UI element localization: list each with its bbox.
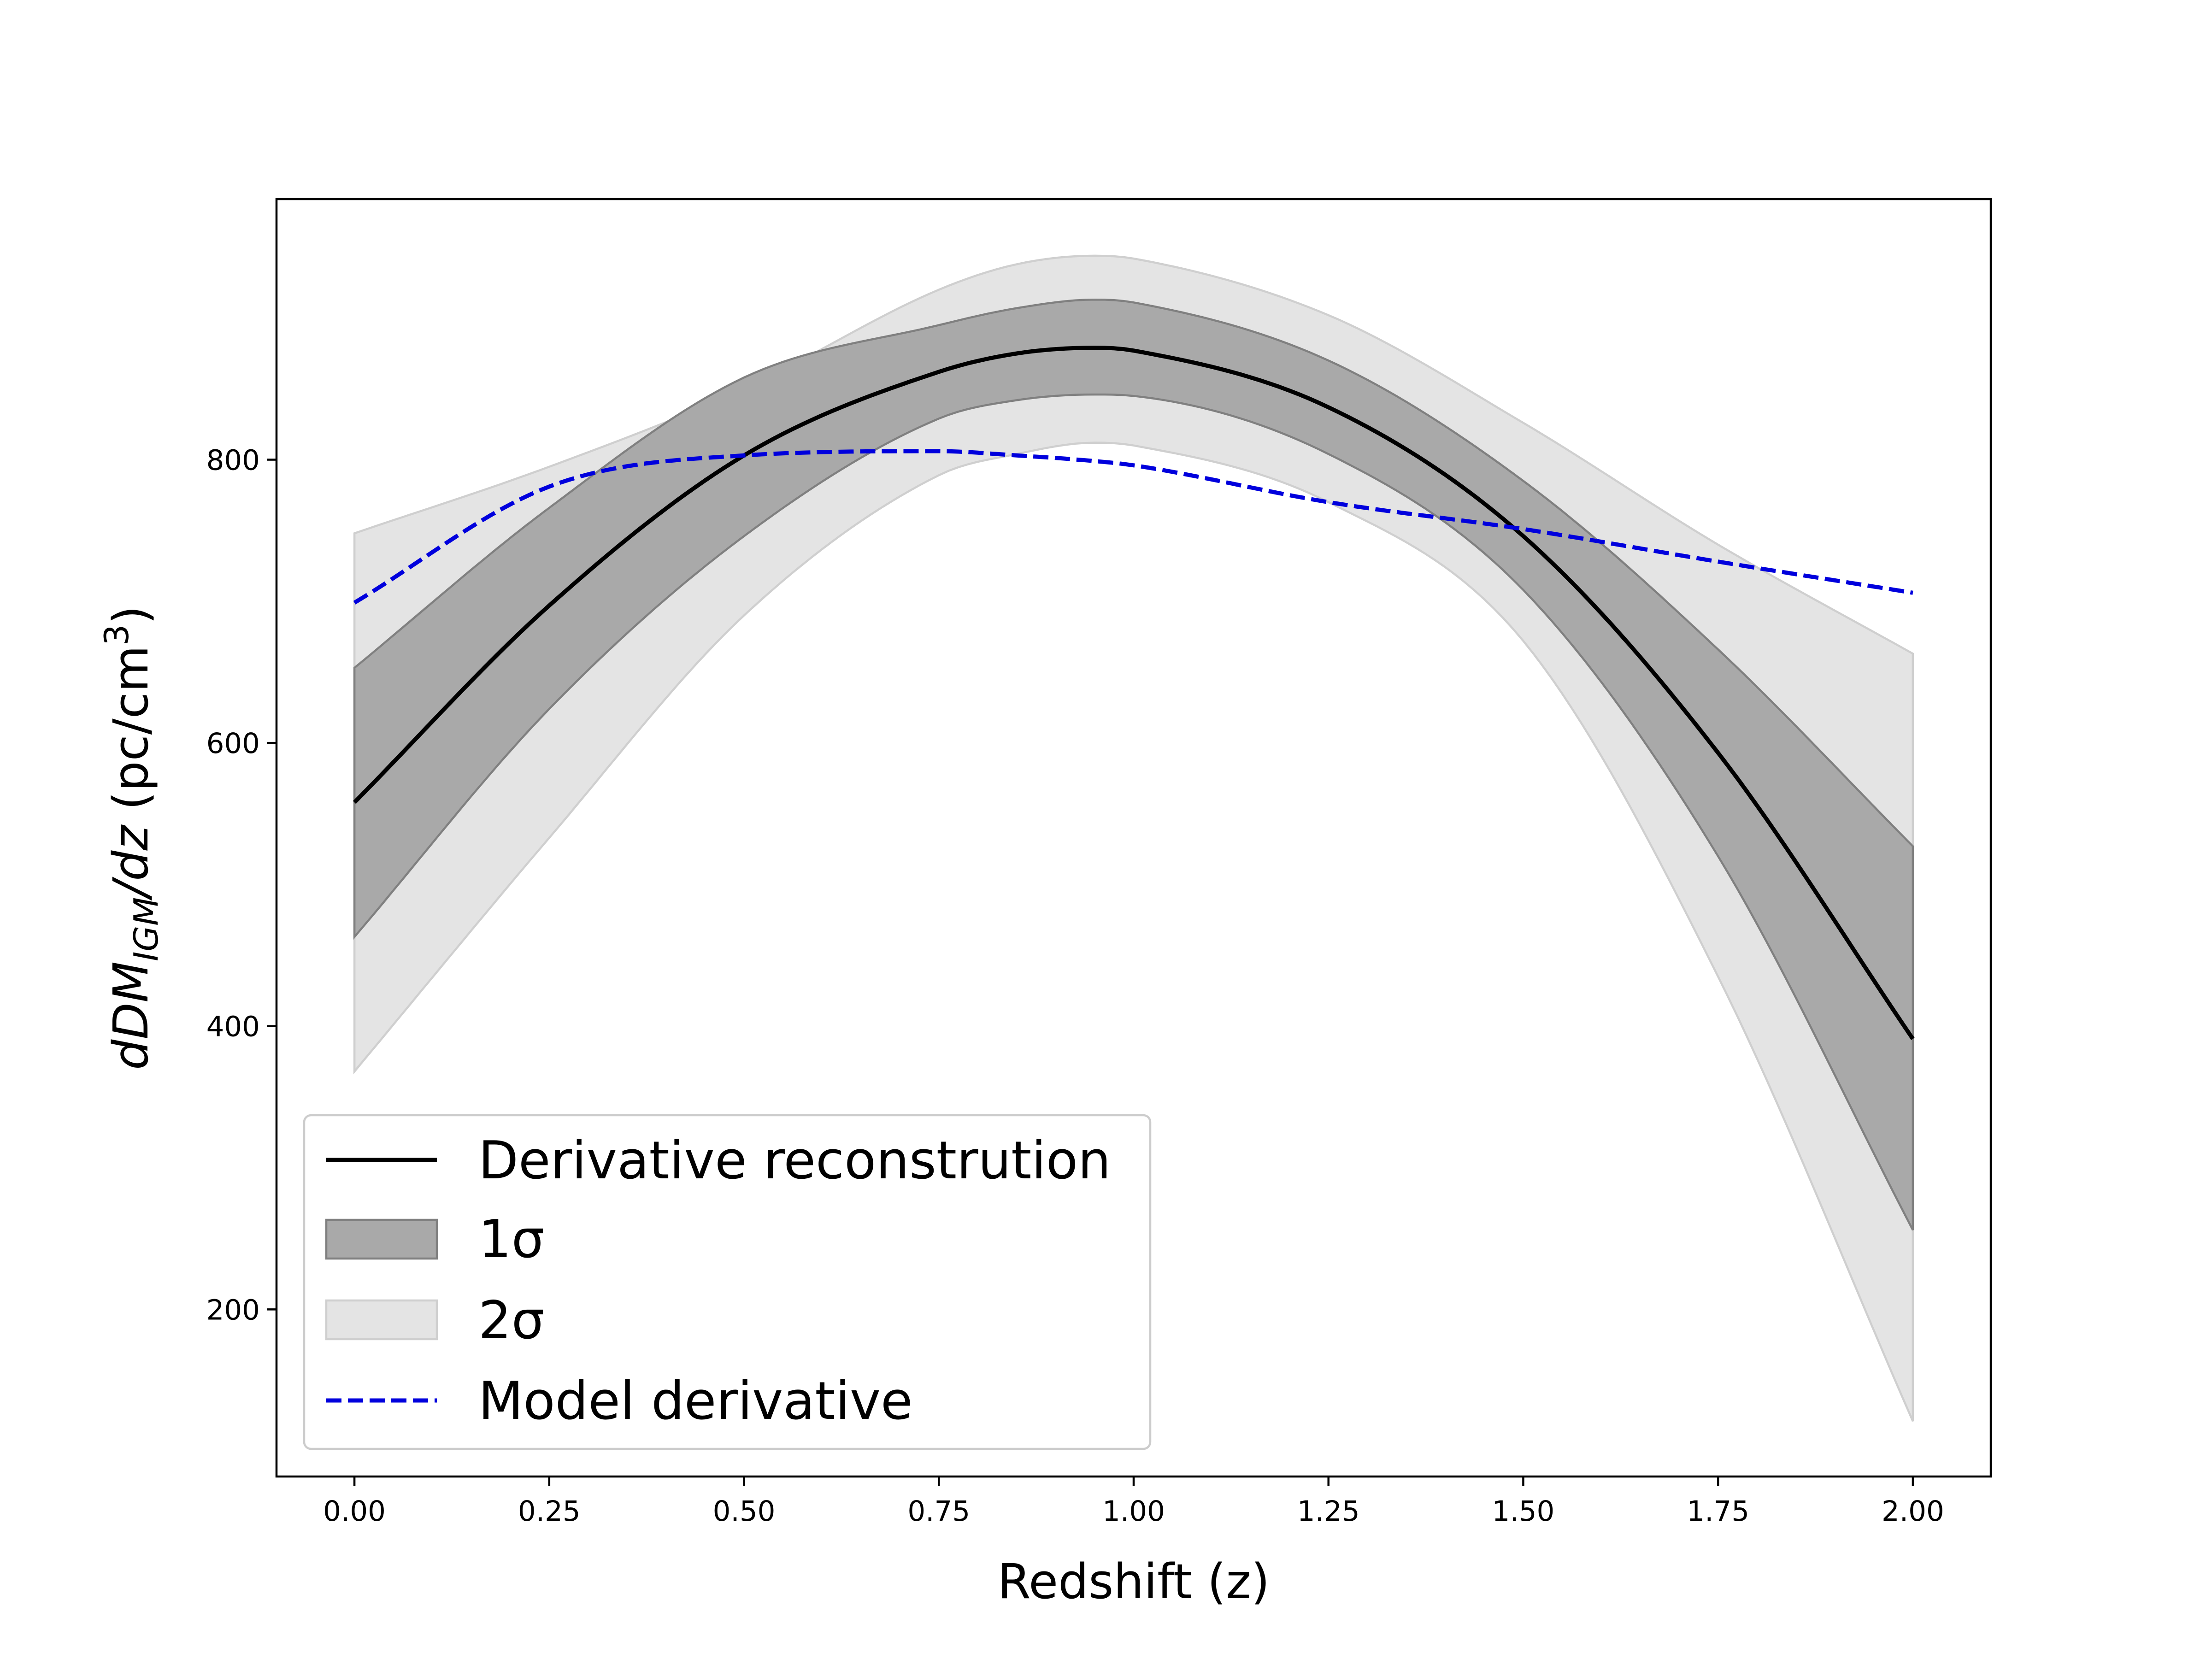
legend-label-reconstruction: Derivative reconstrution — [478, 1130, 1111, 1191]
x-tick-label: 0.25 — [518, 1495, 581, 1528]
x-tick-label: 0.50 — [713, 1495, 776, 1528]
y-axis-label-subscript: IGM — [127, 897, 165, 961]
y-tick-label: 800 — [206, 444, 260, 477]
x-tick-label: 0.00 — [323, 1495, 386, 1528]
series-group — [353, 254, 1915, 1422]
plot-area — [353, 254, 1915, 1422]
legend-frame — [303, 1114, 1152, 1450]
legend-label-model: Model derivative — [478, 1371, 913, 1431]
legend-1sigma-swatch — [325, 1218, 438, 1260]
x-tick-label: 1.25 — [1297, 1495, 1360, 1528]
y-axis: 200 400 600 800 — [206, 444, 276, 1326]
y-axis-label-unit: (pc/cm — [103, 646, 159, 825]
y-axis-label-close: ) — [103, 606, 159, 624]
y-axis-label-prefix: dDM — [103, 961, 159, 1070]
model-derivative-line — [353, 449, 1913, 605]
x-tick-label: 0.75 — [907, 1495, 970, 1528]
legend-label-1sigma: 1σ — [478, 1209, 545, 1270]
y-tick-label: 600 — [206, 727, 260, 760]
x-axis-label: Redshift (z) — [998, 1553, 1270, 1610]
band-1sigma — [353, 298, 1914, 1231]
y-axis-label: dDMIGM/dz (pc/cm3) — [97, 606, 165, 1070]
legend: Derivative reconstrution 1σ 2σ Model der… — [303, 1114, 1152, 1450]
x-tick-label: 1.00 — [1102, 1495, 1165, 1528]
x-tick-label: 1.75 — [1687, 1495, 1749, 1528]
legend-label-2sigma: 2σ — [478, 1290, 545, 1351]
x-tick-label: 2.00 — [1882, 1495, 1944, 1528]
y-tick-label: 200 — [206, 1294, 260, 1326]
reconstruction-line — [353, 346, 1915, 1040]
y-tick-label: 400 — [206, 1011, 260, 1043]
x-axis: 0.00 0.25 0.50 0.75 1.00 1.25 1.50 1.75 2.00 — [323, 1477, 1944, 1528]
legend-2sigma-swatch — [325, 1299, 438, 1341]
x-tick-label: 1.50 — [1492, 1495, 1555, 1528]
y-axis-label-fraction: /dz — [103, 824, 159, 901]
y-axis-label-superscript: 3 — [97, 624, 136, 646]
